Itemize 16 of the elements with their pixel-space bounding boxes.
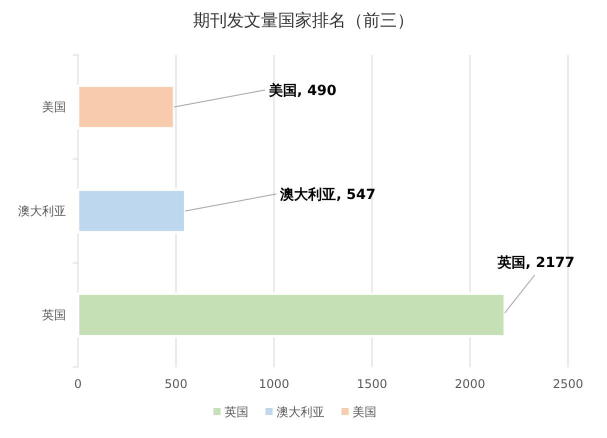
x-tick-label: 0 <box>74 377 82 391</box>
y-tick-label: 英国 <box>42 308 66 322</box>
legend-label: 英国 <box>224 405 248 419</box>
legend-label: 美国 <box>352 405 376 419</box>
data-label: 美国, 490 <box>268 82 337 99</box>
x-tick-label: 500 <box>164 377 188 391</box>
data-label: 澳大利亚, 547 <box>279 187 376 203</box>
data-label: 英国, 2177 <box>496 255 575 271</box>
x-tick-label: 2500 <box>552 377 584 391</box>
x-tick-label: 2000 <box>454 377 486 391</box>
y-tick-label: 美国 <box>42 100 66 114</box>
x-tick-label: 1000 <box>258 377 290 391</box>
y-tick-label: 澳大利亚 <box>18 204 66 218</box>
legend-label: 澳大利亚 <box>276 405 324 419</box>
x-tick-label: 1500 <box>356 377 388 391</box>
chart-title: 期刊发文量国家排名（前三） <box>193 11 414 31</box>
